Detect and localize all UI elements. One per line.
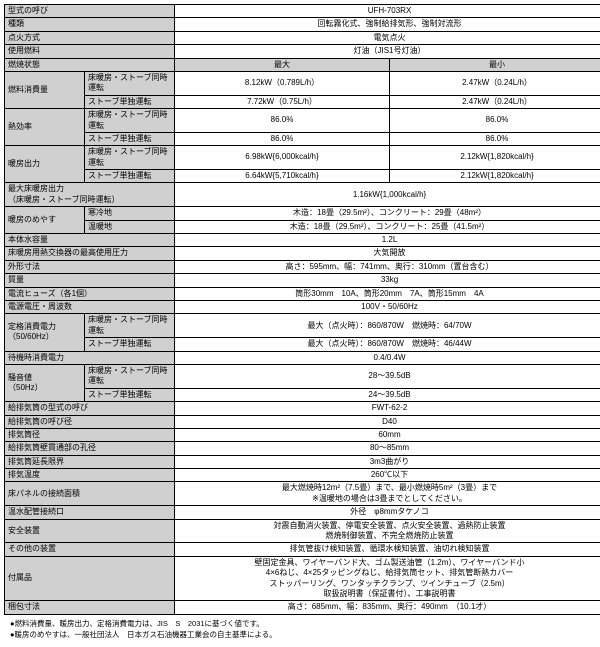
- footnotes: ●燃料消費量、暖房出力、定格消費電力は、JIS S 2031に基づく値です。●暖…: [4, 615, 596, 644]
- spec-table: 型式の呼びUFH-703RX種類回転霧化式、強制給排気形、強制対流形点火方式電気…: [4, 4, 600, 615]
